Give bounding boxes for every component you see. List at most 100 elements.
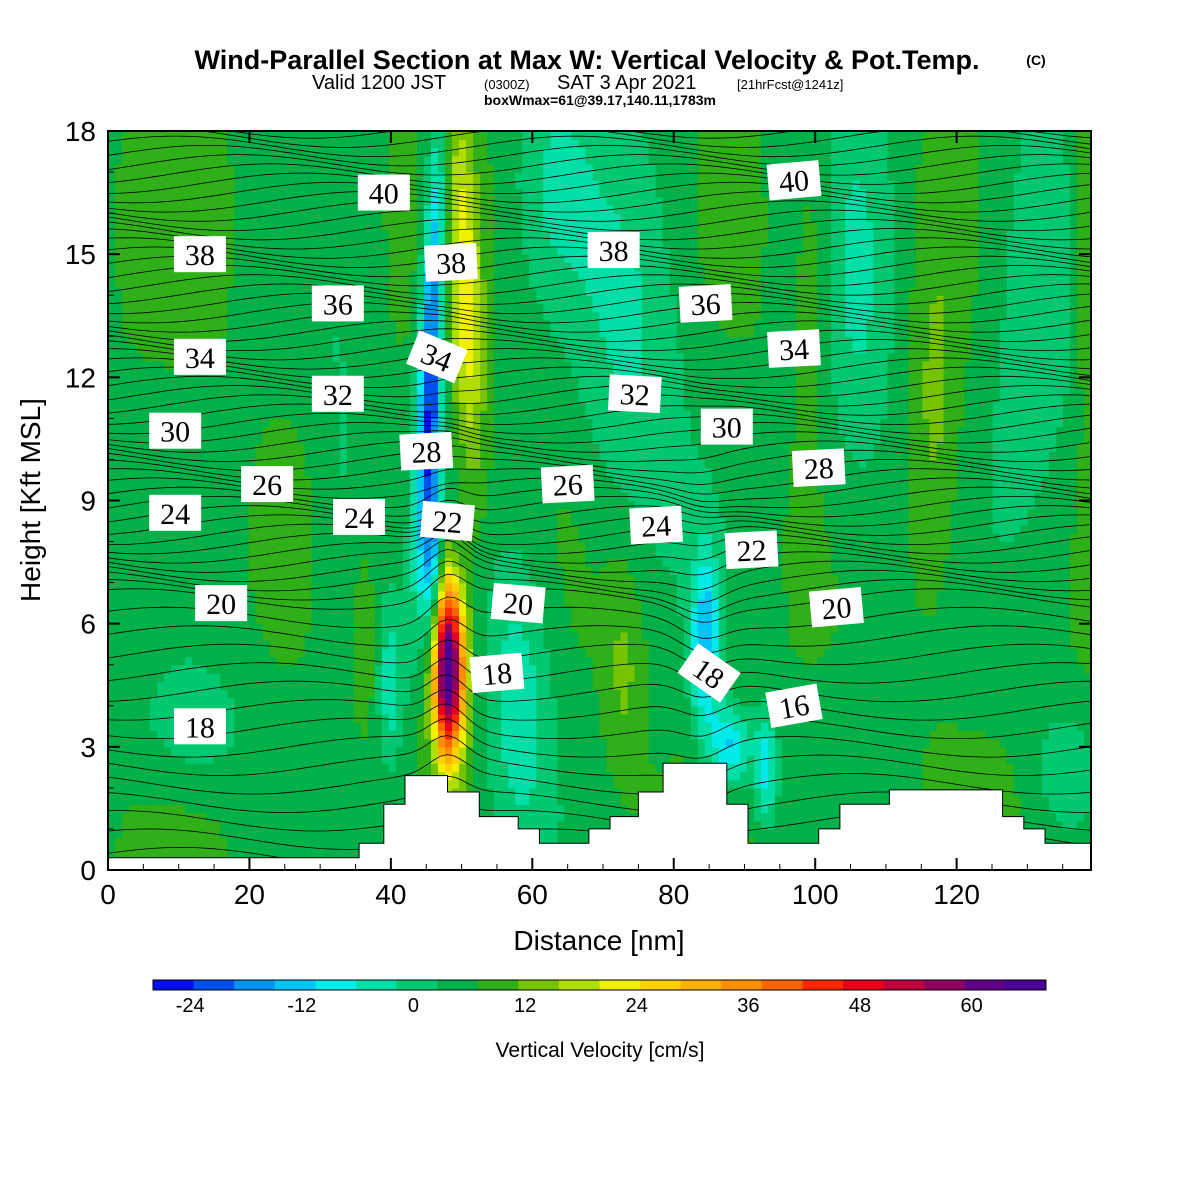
velocity-cell: [283, 500, 292, 510]
velocity-cell: [276, 631, 285, 641]
velocity-cell: [206, 574, 214, 584]
velocity-cell: [367, 574, 376, 584]
velocity-cell: [346, 771, 355, 781]
velocity-cell: [255, 237, 264, 247]
velocity-cell: [360, 820, 369, 830]
velocity-cell: [466, 221, 474, 231]
velocity-cell: [164, 475, 172, 485]
velocity-cell: [452, 582, 460, 592]
velocity-cell: [381, 443, 390, 452]
velocity-cell: [206, 443, 214, 452]
velocity-cell: [255, 213, 264, 222]
velocity-cell: [374, 820, 383, 830]
velocity-cell: [388, 541, 397, 551]
velocity-cell: [171, 295, 179, 305]
velocity-cell: [430, 648, 439, 658]
velocity-cell: [494, 796, 502, 805]
velocity-cell: [374, 426, 383, 436]
velocity-cell: [108, 631, 116, 641]
velocity-cell: [395, 311, 404, 321]
velocity-cell: [480, 475, 488, 485]
velocity-cell: [255, 590, 264, 600]
velocity-cell: [115, 385, 123, 395]
velocity-cell: [381, 681, 390, 690]
velocity-cell: [430, 196, 439, 206]
velocity-cell: [459, 360, 467, 370]
velocity-cell: [353, 229, 362, 239]
velocity-cell: [297, 418, 306, 428]
velocity-cell: [199, 525, 207, 534]
velocity-cell: [227, 812, 235, 822]
velocity-cell: [473, 418, 481, 428]
velocity-cell: [248, 541, 257, 551]
velocity-cell: [290, 804, 299, 814]
velocity-cell: [381, 393, 390, 403]
velocity-cell: [234, 139, 243, 149]
velocity-cell: [150, 771, 158, 781]
velocity-cell: [108, 689, 116, 699]
velocity-cell: [339, 623, 348, 633]
velocity-cell: [297, 508, 306, 518]
velocity-cell: [248, 738, 257, 748]
velocity-cell: [367, 705, 376, 715]
velocity-cell: [248, 755, 257, 764]
velocity-cell: [339, 648, 348, 658]
velocity-cell: [304, 443, 313, 452]
velocity-cell: [192, 681, 200, 690]
velocity-cell: [199, 385, 207, 395]
velocity-cell: [276, 648, 285, 658]
velocity-cell: [143, 796, 151, 805]
velocity-cell: [115, 245, 123, 255]
velocity-cell: [430, 163, 439, 173]
velocity-cell: [480, 262, 488, 272]
velocity-cell: [269, 516, 278, 526]
velocity-cell: [199, 311, 207, 321]
velocity-cell: [473, 599, 481, 608]
velocity-cell: [360, 763, 369, 773]
velocity-cell: [234, 525, 243, 534]
velocity-cell: [353, 369, 362, 378]
velocity-cell: [409, 656, 418, 666]
velocity-cell: [213, 270, 221, 280]
velocity-cell: [150, 188, 158, 198]
velocity-cell: [346, 467, 355, 477]
velocity-cell: [255, 459, 264, 469]
velocity-cell: [360, 484, 369, 493]
velocity-cell: [325, 525, 334, 534]
velocity-cell: [360, 656, 369, 666]
velocity-cell: [297, 771, 306, 781]
velocity-cell: [185, 689, 193, 699]
velocity-cell: [438, 755, 446, 764]
velocity-cell: [487, 360, 495, 370]
velocity-cell: [381, 344, 390, 354]
velocity-cell: [283, 533, 292, 543]
velocity-cell: [150, 155, 158, 165]
velocity-cell: [206, 820, 214, 830]
velocity-cell: [360, 426, 369, 436]
velocity-cell: [262, 648, 271, 658]
velocity-cell: [157, 541, 165, 551]
velocity-cell: [269, 451, 278, 461]
velocity-cell: [276, 295, 285, 305]
velocity-cell: [381, 254, 390, 263]
velocity-cell: [311, 541, 320, 551]
velocity-cell: [136, 763, 144, 773]
velocity-cell: [129, 303, 137, 313]
velocity-cell: [325, 796, 334, 805]
velocity-cell: [276, 713, 285, 723]
velocity-cell: [318, 631, 327, 641]
velocity-cell: [108, 787, 116, 797]
velocity-cell: [283, 443, 292, 452]
velocity-cell: [311, 828, 320, 838]
velocity-cell: [276, 574, 285, 584]
velocity-cell: [374, 410, 383, 419]
velocity-cell: [255, 828, 264, 838]
velocity-cell: [143, 779, 151, 789]
velocity-cell: [150, 599, 158, 608]
velocity-cell: [445, 475, 453, 485]
velocity-cell: [416, 410, 425, 419]
velocity-cell: [150, 328, 158, 337]
velocity-cell: [416, 508, 425, 518]
velocity-cell: [304, 590, 313, 600]
velocity-cell: [466, 328, 474, 337]
